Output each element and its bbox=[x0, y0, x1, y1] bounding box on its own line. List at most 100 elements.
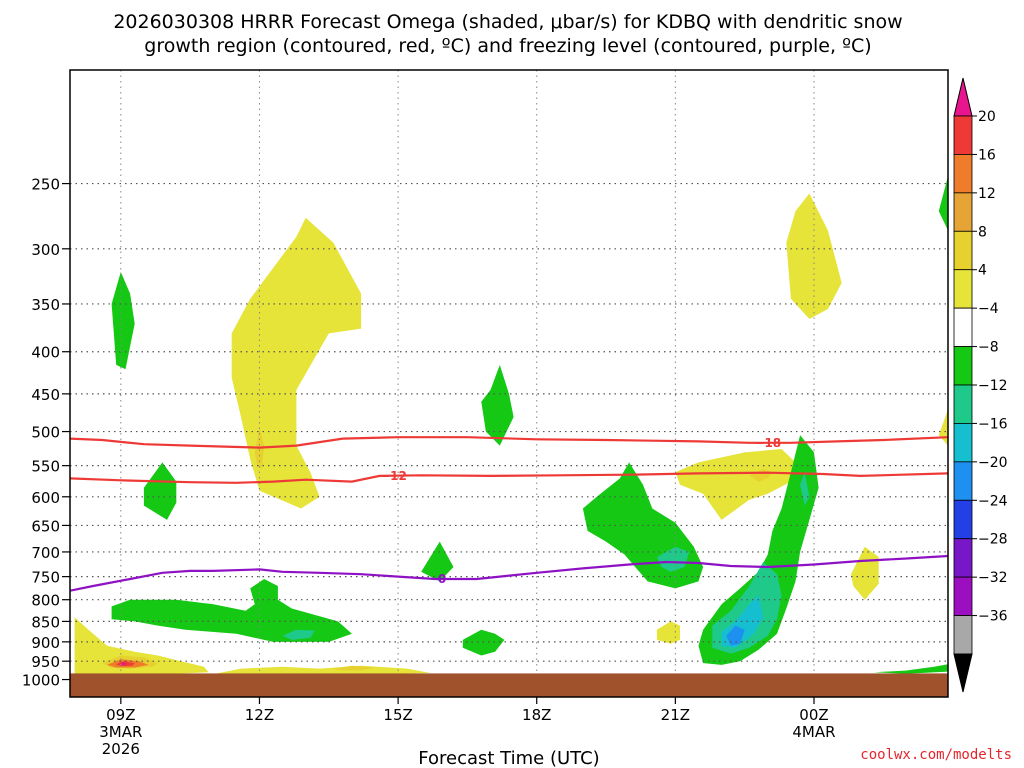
colorbar-label-4: 4 bbox=[978, 263, 987, 279]
x-axis-label: Forecast Time (UTC) bbox=[418, 748, 599, 768]
colorbar-label-5: −4 bbox=[978, 301, 999, 317]
y-tick-label-750: 750 bbox=[31, 569, 60, 587]
omega-region-21 bbox=[282, 629, 315, 640]
omega-colorbar: 20 16 12 8 4 −4 −8 −12 −16 −20 −24 −28 −32 −36 bbox=[953, 77, 1008, 693]
contour-labels: −18 −12 0 bbox=[380, 436, 781, 586]
y-tick-label-950: 950 bbox=[31, 653, 60, 671]
x-tick-label-line: 00Z bbox=[799, 706, 828, 724]
y-tick-label-250: 250 bbox=[31, 176, 60, 194]
y-tick-label-800: 800 bbox=[31, 592, 60, 610]
colorbar-band-10 bbox=[953, 499, 973, 540]
x-tick-label-line: 4MAR bbox=[792, 723, 835, 741]
omega-region-28 bbox=[726, 625, 745, 646]
y-tick-label-400: 400 bbox=[31, 344, 60, 362]
omega-region-24 bbox=[698, 435, 819, 665]
credit-text: coolwx.com/modelts bbox=[860, 747, 1012, 763]
plot-area bbox=[70, 70, 948, 697]
y-tick-label-900: 900 bbox=[31, 634, 60, 652]
y-tick-label-550: 550 bbox=[31, 458, 60, 476]
x-tick-label-12: 12Z bbox=[245, 706, 274, 724]
x-tick-label-line: 18Z bbox=[522, 706, 551, 724]
colorbar-band-8 bbox=[953, 423, 973, 463]
colorbar-label-1: 16 bbox=[978, 147, 996, 163]
y-tick-label-350: 350 bbox=[31, 296, 60, 314]
x-tick-label-line: 21Z bbox=[661, 706, 690, 724]
colorbar-label-10: −24 bbox=[978, 493, 1008, 509]
colorbar-label-2: 12 bbox=[978, 186, 996, 202]
x-tick-label-line: 12Z bbox=[245, 706, 274, 724]
omega-region-19 bbox=[462, 629, 505, 656]
colorbar-label-11: −28 bbox=[978, 532, 1008, 548]
pressure-axis: 250 300 350 400 450 500 550 600 650 700 750 800 850 9… bbox=[22, 176, 70, 690]
y-tick-label-500: 500 bbox=[31, 424, 60, 442]
y-tick-label-650: 650 bbox=[31, 517, 60, 535]
y-tick-label-1000: 1000 bbox=[22, 672, 60, 690]
dotted-gridlines bbox=[70, 70, 948, 697]
colorbar-label-3: 8 bbox=[978, 224, 987, 240]
colorbar-label-7: −12 bbox=[978, 378, 1008, 394]
chart-title-line-2: growth region (contoured, red, ºC) and f… bbox=[144, 35, 871, 57]
colorbar-band-5 bbox=[953, 307, 973, 347]
dgz-contour-0-line bbox=[70, 436, 948, 449]
x-tick-label-9: 09Z 3MAR 2026 bbox=[99, 706, 142, 758]
colorbar-top-tip bbox=[953, 77, 973, 117]
time-axis: 09Z 3MAR 2026 12Z 15Z 18Z 21Z 00Z 4MAR bbox=[99, 697, 836, 758]
x-tick-label-line: 3MAR bbox=[99, 723, 142, 741]
omega-region-16 bbox=[143, 462, 177, 520]
omega-region-29 bbox=[938, 176, 948, 231]
x-tick-label-15: 15Z bbox=[383, 706, 412, 724]
omega-region-9 bbox=[786, 193, 842, 319]
x-tick-label-18: 18Z bbox=[522, 706, 551, 724]
dgz-contour-1-label: −12 bbox=[380, 469, 407, 483]
colorbar-label-0: 20 bbox=[978, 109, 996, 125]
colorbar-band-11 bbox=[953, 538, 973, 578]
y-tick-label-300: 300 bbox=[31, 241, 60, 259]
omega-region-5 bbox=[231, 217, 362, 509]
ground-fill bbox=[70, 673, 948, 697]
colorbar-band-2 bbox=[953, 192, 973, 232]
temperature-contours bbox=[70, 436, 948, 592]
omega-region-15 bbox=[111, 271, 135, 370]
colorbar-label-6: −8 bbox=[978, 340, 999, 356]
x-tick-label-21: 21Z bbox=[661, 706, 690, 724]
x-tick-label-24: 00Z 4MAR bbox=[792, 706, 835, 741]
dgz-contour-1-line bbox=[70, 471, 948, 484]
x-tick-label-line: 15Z bbox=[383, 706, 412, 724]
colorbar-band-1 bbox=[953, 154, 973, 194]
omega-region-4 bbox=[120, 662, 127, 666]
colorbar-label-9: −20 bbox=[978, 455, 1008, 471]
omega-region-20 bbox=[111, 579, 352, 642]
omega-region-18 bbox=[421, 541, 454, 582]
chart-title-line-1: 2026030308 HRRR Forecast Omega (shaded, … bbox=[113, 11, 902, 33]
y-tick-label-700: 700 bbox=[31, 544, 60, 562]
omega-region-8 bbox=[333, 665, 375, 671]
x-tick-label-line: 2026 bbox=[102, 740, 140, 758]
colorbar-bottom-tip bbox=[953, 653, 973, 693]
omega-region-30 bbox=[874, 664, 948, 674]
colorbar-band-12 bbox=[953, 576, 973, 616]
colorbar-band-7 bbox=[953, 384, 973, 424]
colorbar-label-13: −36 bbox=[978, 609, 1008, 625]
plot-border bbox=[69, 69, 949, 698]
y-tick-label-450: 450 bbox=[31, 386, 60, 404]
ground-layer bbox=[70, 673, 948, 697]
omega-region-23 bbox=[656, 546, 690, 572]
colorbar-band-3 bbox=[953, 230, 973, 271]
colorbar-band-9 bbox=[953, 461, 973, 501]
dgz-contour-0-label: −18 bbox=[754, 436, 781, 450]
omega-region-10 bbox=[675, 449, 796, 520]
colorbar-band-0 bbox=[953, 115, 973, 155]
plot-background bbox=[70, 70, 948, 697]
omega-region-17 bbox=[481, 364, 514, 446]
colorbar-label-8: −16 bbox=[978, 416, 1008, 432]
x-tick-label-line: 09Z bbox=[106, 706, 135, 724]
omega-shaded-regions bbox=[74, 176, 948, 680]
y-tick-label-600: 600 bbox=[31, 489, 60, 507]
plot-frame bbox=[69, 69, 949, 698]
freezing-contour-0-label: 0 bbox=[438, 572, 446, 586]
colorbar-band-4 bbox=[953, 269, 973, 309]
colorbar-band-13 bbox=[953, 615, 973, 655]
omega-region-7 bbox=[213, 665, 431, 676]
colorbar-band-6 bbox=[953, 346, 973, 386]
